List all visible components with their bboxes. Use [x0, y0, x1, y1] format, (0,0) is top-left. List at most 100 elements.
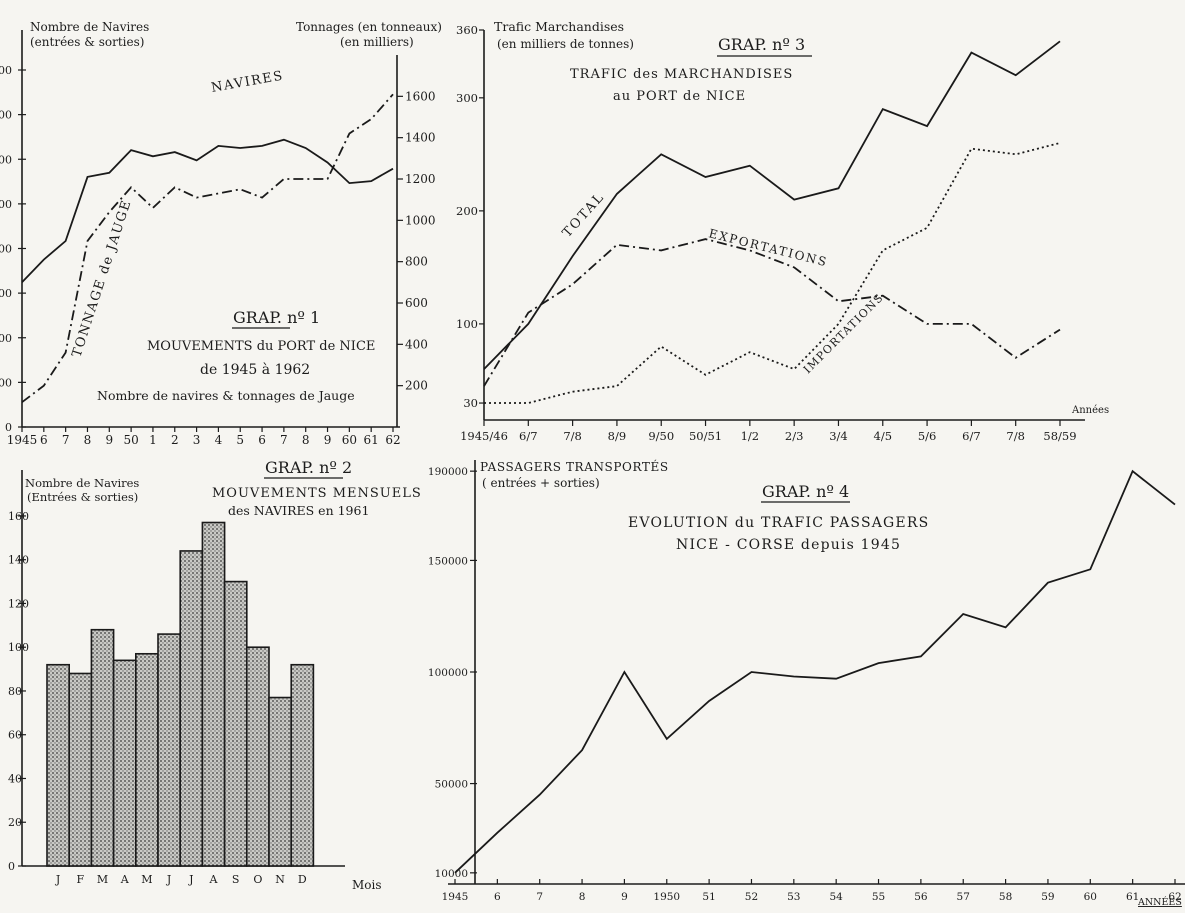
grap1-left-tick-label: 00: [0, 332, 12, 345]
grap1-left-axis-title-1: Nombre de Navires: [30, 20, 149, 34]
grap1-x-tick-label: 7: [62, 433, 70, 447]
grap3-subtitle-2: au PORT de NICE: [613, 89, 746, 104]
grap4-x-tick-label: 51: [702, 891, 715, 903]
grap4-x-tick-label: 55: [872, 891, 885, 903]
grap1-x-tick-label: 1945: [7, 433, 38, 447]
grap4-x-tick-label: 1950: [653, 891, 680, 903]
grap3-y-axis-title-1: Trafic Marchandises: [494, 19, 624, 34]
grap2-x-tick-label: A: [120, 873, 130, 886]
grap1-left-tick-label: 00: [0, 64, 12, 77]
grap4-x-tick-label: 59: [1041, 891, 1054, 903]
grap1-series-line-1: [21, 93, 394, 403]
grap4-x-tick-label: 9: [621, 891, 628, 903]
grap3-y-tick-label: 200: [456, 204, 478, 218]
grap1-right-tick-label: 400: [405, 337, 428, 351]
grap4-title: GRAP. nº 4: [762, 482, 849, 501]
grap1-right-tick-label: 800: [405, 255, 428, 269]
grap1-right-tick-label: 1400: [405, 131, 436, 145]
grap3-title: GRAP. nº 3: [718, 35, 805, 54]
grap2-chart: Nombre de Navires (Entrées & sorties) Mo…: [8, 458, 422, 892]
grap1-subtitle-3: Nombre de navires & tonnages de Jauge: [97, 388, 355, 403]
grap1-left-tick-label: 0: [5, 421, 12, 434]
grap3-x-tick-label: 6/7: [519, 429, 538, 443]
grap3-y-tick-label: 300: [456, 91, 478, 105]
grap3-x-tick-label: 1945/46: [460, 429, 508, 443]
grap2-bar: [246, 646, 270, 867]
grap1-x-tick-label: 1: [149, 433, 157, 447]
grap1-x-tick-label: 7: [280, 433, 288, 447]
grap2-x-tick-label: A: [209, 873, 219, 886]
grap1-x-tick-label: 6: [40, 433, 48, 447]
grap2-bar: [268, 696, 293, 867]
grap1-right-tick-label: 200: [405, 379, 428, 393]
grap2-x-tick-label: F: [76, 873, 84, 886]
grap2-y-tick-label: 100: [8, 641, 29, 654]
grap2-x-tick-label: O: [253, 873, 262, 886]
grap4-x-tick-label: 58: [999, 891, 1012, 903]
grap1-subtitle-1: MOUVEMENTS du PORT de NICE: [147, 339, 375, 354]
grap1-right-tick-label: 1600: [405, 89, 436, 103]
grap2-x-tick-label: M: [97, 873, 108, 886]
grap2-y-tick-label: 20: [8, 816, 22, 829]
grap3-y-axis-title-2: (en milliers de tonnes): [497, 37, 634, 51]
grap3-subtitle-1: TRAFIC des MARCHANDISES: [570, 67, 793, 82]
grap2-bar: [90, 628, 115, 867]
grap3-series-line-0: [483, 40, 1061, 370]
grap3-x-axis-title: Années: [1071, 405, 1109, 416]
grap1-right-tick-label: 1000: [405, 213, 436, 227]
grap4-x-tick-label: 61: [1126, 891, 1139, 903]
grap2-y-tick-label: 160: [8, 510, 29, 523]
grap3-series-line-2: [484, 142, 1061, 404]
grap3-x-tick-label: 58/59: [1043, 429, 1076, 443]
grap2-y-tick-label: 140: [8, 554, 29, 567]
grap4-series-line-0: [454, 469, 1176, 874]
grap2-subtitle-1: MOUVEMENTS MENSUELS: [212, 486, 422, 501]
grap4-x-tick-label: 8: [579, 891, 586, 903]
grap2-bar: [46, 663, 71, 867]
grap3-label-exportations: EXPORTATIONS: [707, 226, 829, 269]
grap2-bar: [157, 633, 182, 867]
grap4-x-tick-label: 56: [914, 891, 928, 903]
grap1-x-tick-label: 62: [385, 433, 400, 447]
grap3-x-tick-label: 3/4: [829, 429, 848, 443]
grap4-y-tick-label: 50000: [435, 779, 468, 791]
grap3-x-tick-label: 6/7: [962, 429, 981, 443]
grap2-bar: [201, 521, 226, 867]
grap2-bar: [179, 550, 204, 867]
grap1-x-tick-label: 2: [171, 433, 179, 447]
grap3-x-tick-label: 8/9: [608, 429, 627, 443]
grap1-x-tick-label: 8: [84, 433, 92, 447]
grap3-y-tick-label: 360: [456, 23, 478, 37]
grap2-y-tick-label: 60: [8, 729, 22, 742]
grap1-x-tick-label: 50: [123, 433, 138, 447]
grap1-left-tick-label: 00: [0, 153, 12, 166]
grap2-y-tick-label: 120: [8, 597, 29, 610]
grap2-x-tick-label: S: [232, 873, 240, 886]
grap3-x-tick-label: 4/5: [874, 429, 893, 443]
grap4-x-tick-label: 62: [1168, 891, 1181, 903]
grap1-left-tick-label: 00: [0, 376, 12, 389]
grap1-left-tick-label: 00: [0, 109, 12, 122]
grap4-x-axis-title: ANNÉES: [1137, 896, 1182, 908]
grap1-series-line-0: [21, 138, 394, 283]
grap2-x-tick-label: D: [298, 873, 307, 886]
grap2-x-tick-label: M: [141, 873, 152, 886]
grap2-y-axis-title-1: Nombre de Navires: [25, 476, 139, 490]
grap1-x-tick-label: 9: [324, 433, 332, 447]
grap2-x-axis-title: Mois: [352, 878, 382, 892]
grap1-right-tick-label: 600: [405, 296, 428, 310]
grap1-x-tick-label: 5: [236, 433, 244, 447]
grap2-subtitle-2: des NAVIRES en 1961: [228, 503, 369, 518]
grap4-x-tick-label: 53: [787, 891, 800, 903]
grap4-x-tick-label: 7: [536, 891, 543, 903]
grap4-y-axis-title-1: PASSAGERS TRANSPORTÉS: [480, 459, 669, 474]
grap4-chart: PASSAGERS TRANSPORTÉS ( entrées + sortie…: [428, 459, 1185, 908]
grap1-chart: Nombre de Navires (entrées & sorties) To…: [0, 20, 442, 447]
grap3-y-tick-label: 100: [456, 317, 478, 331]
grap2-bar: [68, 672, 93, 867]
grap1-left-axis-title-2: (entrées & sorties): [30, 35, 144, 49]
grap3-x-tick-label: 2/3: [785, 429, 804, 443]
grap3-chart: Trafic Marchandises (en milliers de tonn…: [456, 19, 1109, 443]
